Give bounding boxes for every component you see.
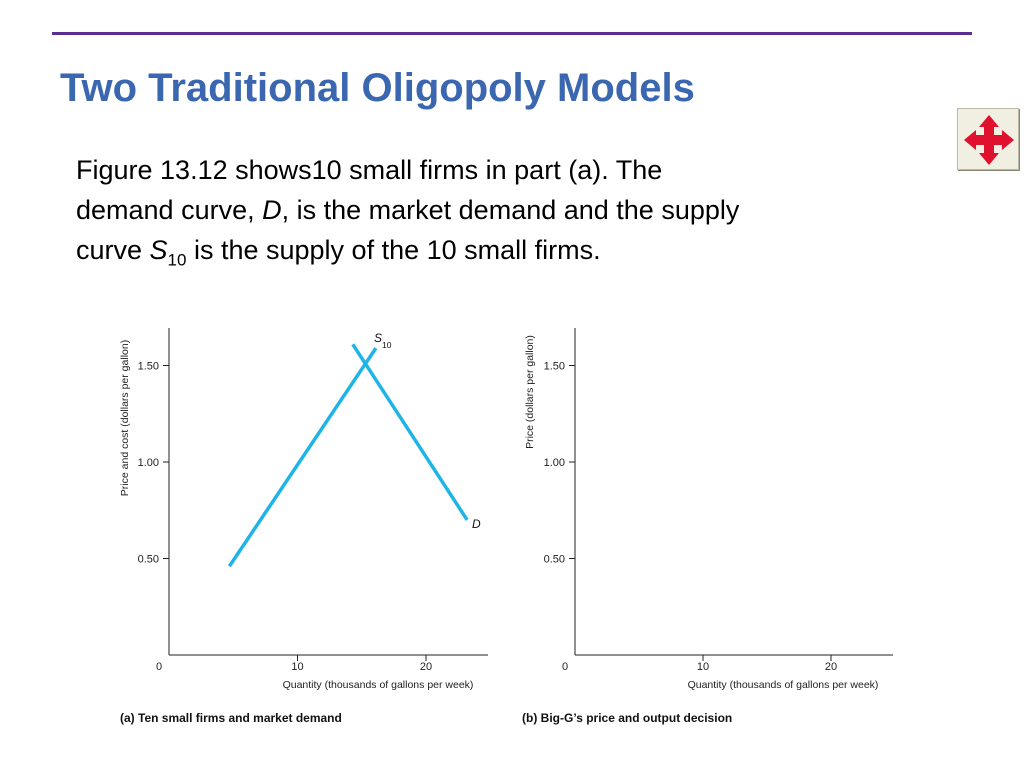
curve-d: [351, 343, 469, 521]
curve-label-d: D: [472, 517, 481, 531]
x-ticks-b: 10 20: [697, 655, 837, 673]
body-line-3b: is the supply of the 10 small firms.: [186, 235, 601, 265]
y-tick-label: 1.50: [544, 361, 565, 373]
x-ticks-a: 10 20: [291, 655, 432, 673]
origin-label-a: 0: [156, 661, 162, 673]
curves-a: [227, 343, 469, 568]
y-tick-label: 0.50: [544, 554, 565, 566]
y-tick-label: 1.50: [138, 361, 159, 373]
y-ticks-a: 0.50 1.00 1.50: [138, 361, 169, 566]
body-line-3a: curve: [76, 235, 150, 265]
y-tick-label: 1.00: [544, 457, 565, 469]
curve-label-s10-sub: 10: [382, 340, 392, 350]
y-tick-label: 0.50: [138, 554, 159, 566]
top-rule: [52, 32, 972, 35]
caption-b: (b) Big-G’s price and output decision: [522, 711, 732, 725]
navigation-button[interactable]: [957, 108, 1019, 170]
origin-label-b: 0: [562, 661, 568, 673]
body-line-2-d: D: [262, 195, 282, 225]
x-tick-label: 10: [291, 661, 303, 673]
y-axis-title-b: Price (dollars per gallon): [524, 335, 536, 449]
chart-panel-b: 0.50 1.00 1.50 10 20 0 Quantity (thousands …: [522, 328, 893, 725]
x-tick-label: 20: [420, 661, 432, 673]
four-way-arrows-icon: [964, 115, 1014, 165]
chart-panel-a: 0.50 1.00 1.50 10 20 0 Quantity (thousands …: [119, 328, 488, 725]
body-line-2b: , is the market demand and the supply: [281, 195, 740, 225]
x-tick-label: 20: [825, 661, 837, 673]
body-line-3-sub: 10: [167, 250, 187, 270]
x-axis-title-b: Quantity (thousands of gallons per week): [688, 679, 879, 691]
curve-label-s10: S: [374, 331, 382, 345]
curve-s10: [227, 347, 378, 568]
body-line-3-s: S: [149, 235, 168, 265]
y-ticks-b: 0.50 1.00 1.50: [544, 361, 575, 566]
body-line-2a: demand curve,: [76, 195, 263, 225]
caption-a: (a) Ten small firms and market demand: [120, 711, 342, 725]
y-tick-label: 1.00: [138, 457, 159, 469]
y-axis-title-a: Price and cost (dollars per gallon): [119, 340, 131, 496]
slide-body-text: Figure 13.12 shows10 small firms in part…: [76, 150, 946, 280]
slide-title: Two Traditional Oligopoly Models: [60, 66, 695, 110]
body-line-1: Figure 13.12 shows10 small firms in part…: [76, 155, 663, 185]
x-axis-title-a: Quantity (thousands of gallons per week): [283, 679, 474, 691]
x-tick-label: 10: [697, 661, 709, 673]
